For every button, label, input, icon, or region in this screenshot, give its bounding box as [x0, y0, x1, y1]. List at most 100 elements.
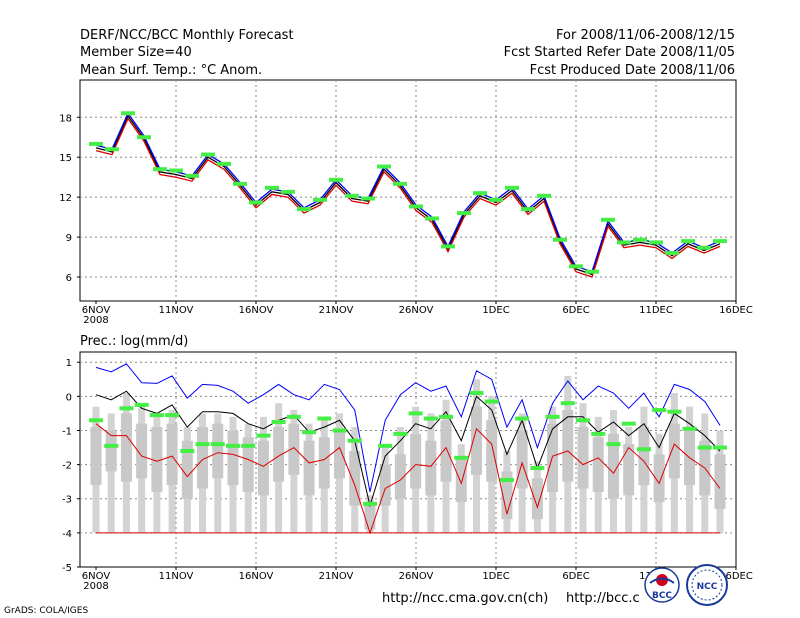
x-tick-label: 1DEC: [482, 305, 509, 316]
x-tick-label: 16DEC: [719, 305, 753, 316]
quartile-box: [425, 440, 437, 496]
ensemble-marker: [286, 414, 301, 419]
y-tick-label: -2: [62, 461, 72, 472]
series-line-upper: [95, 111, 721, 273]
ensemble-marker: [201, 152, 215, 157]
quartile-box: [623, 444, 635, 496]
ensemble-marker: [591, 431, 606, 436]
quartile-box: [227, 430, 239, 486]
quartile-box: [486, 420, 498, 482]
quartile-box: [379, 464, 391, 506]
ensemble-marker: [439, 414, 454, 419]
ensemble-marker: [454, 455, 469, 460]
x-tick-label: 11NOV: [159, 571, 194, 582]
precipitation-panel: 6NOV11NOV16NOV21NOV26NOV1DEC6DEC11DEC16D…: [62, 351, 753, 592]
grads-credit: GrADS: COLA/IGES: [4, 606, 88, 616]
url-en[interactable]: http://bcc.c: [566, 591, 640, 606]
ensemble-marker: [636, 447, 651, 452]
ensemble-marker: [378, 443, 393, 448]
x-tick-label: 16NOV: [239, 571, 274, 582]
y-tick-label: -1: [62, 426, 72, 437]
ensemble-marker: [281, 189, 295, 194]
quartile-box: [197, 427, 209, 489]
y-tick-label: 18: [59, 113, 72, 124]
ensemble-marker: [649, 240, 663, 245]
plot-frame: [79, 351, 737, 568]
ensemble-marker: [329, 177, 343, 182]
ensemble-marker: [617, 240, 631, 245]
bcc-logo-text: BCC: [652, 591, 672, 601]
ensemble-marker: [265, 185, 279, 190]
y-tick-label: 0: [66, 392, 72, 403]
quartile-box: [501, 471, 513, 520]
ensemble-marker: [249, 200, 263, 205]
x-tick-sublabel: 2008: [83, 315, 108, 326]
ensemble-marker: [332, 428, 347, 433]
url-ch[interactable]: http://ncc.cma.gov.cn(ch): [382, 591, 548, 606]
ensemble-marker: [104, 443, 119, 448]
ensemble-marker: [195, 442, 210, 447]
y-tick-label: 12: [59, 193, 72, 204]
ensemble-marker: [713, 445, 727, 450]
ensemble-marker: [484, 399, 499, 404]
y-tick-label: -5: [62, 563, 72, 574]
x-tick-label: 26NOV: [399, 571, 434, 582]
ensemble-marker: [530, 466, 545, 471]
ensemble-marker: [153, 167, 167, 172]
ensemble-marker: [297, 207, 311, 212]
y-tick-label: 1: [66, 358, 72, 369]
ensemble-marker: [313, 197, 327, 202]
quartile-box: [516, 430, 528, 489]
ensemble-marker: [377, 164, 391, 169]
ensemble-marker: [185, 173, 199, 178]
ensemble-marker: [149, 413, 164, 418]
ensemble-marker: [119, 406, 134, 411]
series-line-upper: [95, 363, 721, 493]
ensemble-marker: [667, 409, 682, 414]
ensemble-marker: [225, 443, 240, 448]
quartile-box: [562, 410, 574, 482]
quartile-box: [394, 454, 406, 499]
quartile-box: [714, 454, 726, 509]
quartile-box: [318, 437, 330, 489]
series-line-ensemble-mean: [95, 390, 721, 508]
ensemble-marker: [457, 211, 471, 216]
ensemble-marker: [210, 442, 225, 447]
quartile-box: [531, 478, 543, 520]
header-started: Fcst Started Refer Date 2008/11/05: [504, 45, 735, 60]
ensemble-marker: [521, 207, 535, 212]
x-tick-label: 6NOV: [82, 305, 111, 316]
ensemble-marker: [393, 431, 408, 436]
plot-frame: [79, 79, 737, 302]
x-tick-label: 1DEC: [482, 571, 509, 582]
ensemble-marker: [576, 418, 591, 423]
ensemble-marker: [652, 408, 667, 413]
ensemble-marker: [682, 426, 697, 431]
series-line-lower: [95, 117, 721, 278]
quartile-box: [577, 427, 589, 489]
ensemble-marker: [347, 438, 362, 443]
header-member-size: Member Size=40: [80, 45, 192, 60]
x-tick-label: 21NOV: [319, 571, 354, 582]
quartile-box: [349, 450, 361, 506]
ensemble-marker: [361, 196, 375, 201]
quartile-box: [136, 423, 148, 479]
x-tick-label: 6NOV: [82, 571, 111, 582]
ensemble-marker: [545, 414, 560, 419]
ensemble-marker: [425, 216, 439, 221]
quartile-box: [668, 423, 680, 479]
y-tick-label: 9: [66, 233, 72, 244]
header-title: DERF/NCC/BCC Monthly Forecast: [80, 28, 294, 43]
ensemble-marker: [241, 443, 256, 448]
x-tick-label: 21NOV: [319, 305, 354, 316]
ensemble-marker: [408, 411, 423, 416]
ensemble-marker: [362, 501, 377, 506]
y-tick-label: 6: [66, 273, 72, 284]
ensemble-marker: [134, 402, 149, 407]
ensemble-marker: [621, 421, 636, 426]
quartile-box: [273, 427, 285, 482]
quartile-box: [105, 430, 117, 472]
ensemble-marker: [713, 239, 727, 244]
quartile-box: [212, 423, 224, 479]
header-variable: Mean Surf. Temp.: °C Anom.: [80, 63, 262, 78]
